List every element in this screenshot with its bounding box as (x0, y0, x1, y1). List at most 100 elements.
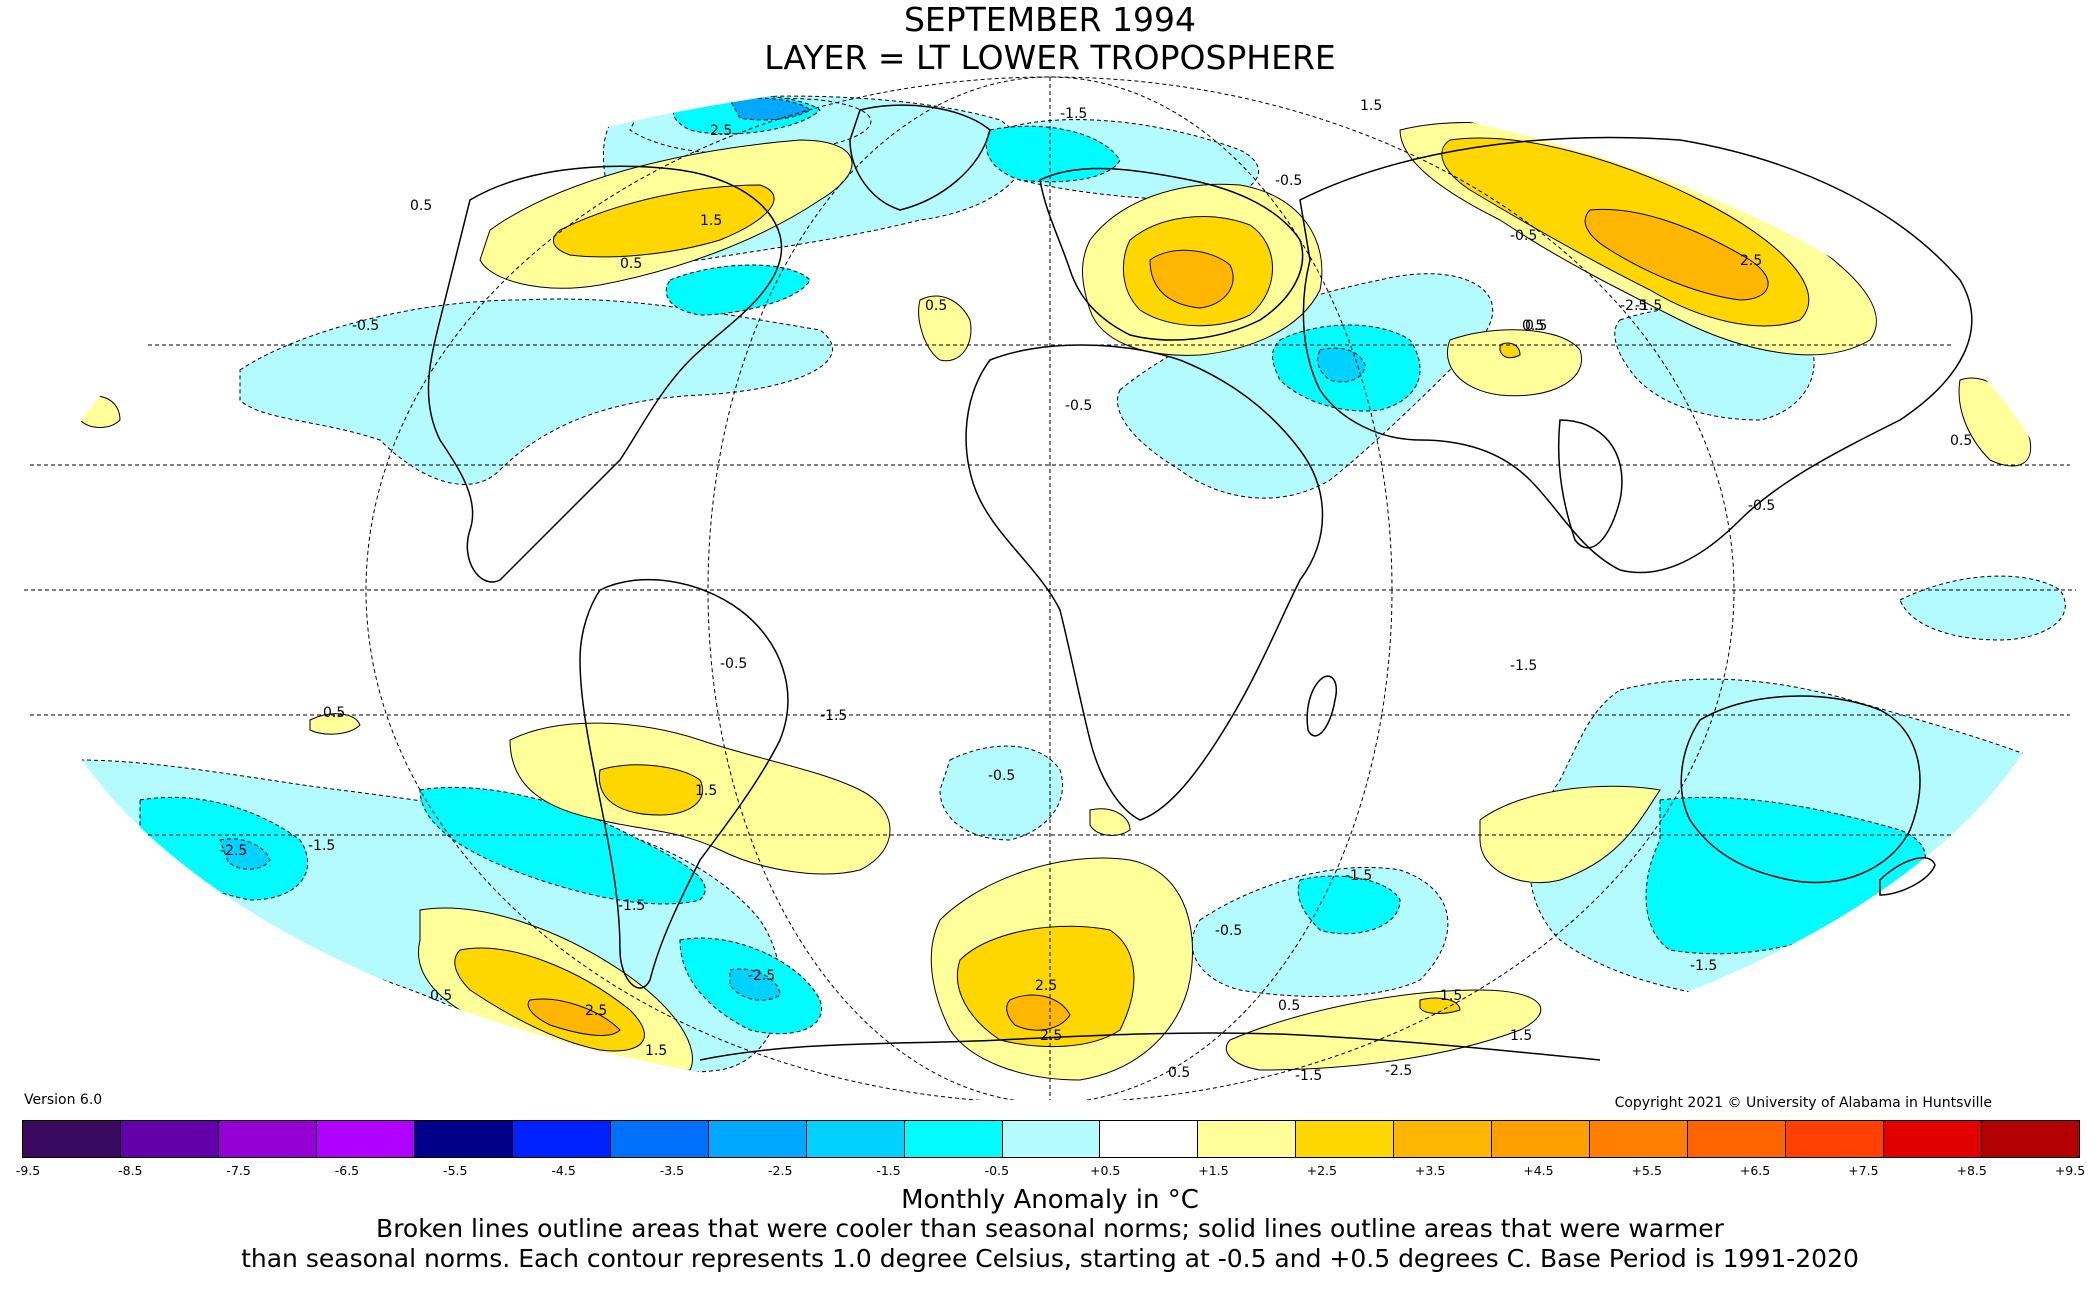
world-anomaly-map: 0.5 -0.5 1.5 -1.5 2.5 -2.5 0.5 -0.5 1.5 … (24, 76, 2076, 1100)
warm2-tibet (1499, 342, 1521, 359)
contour-label: 2.5 (585, 1003, 607, 1019)
cool-region-pacific-east (1899, 575, 2066, 641)
colorbar-tick-label: +6.5 (1739, 1163, 1771, 1178)
colorbar-tick-label: -9.5 (15, 1163, 41, 1178)
colorbar-tick-label: -0.5 (984, 1163, 1010, 1178)
colorbar-swatch (708, 1121, 807, 1157)
contour-label: -0.5 (1215, 923, 1242, 939)
contour-label: 0.5 (1278, 998, 1300, 1014)
warm2-north-pacific (552, 184, 775, 258)
contour-label: 1.5 (1510, 1028, 1532, 1044)
contour-label: -2.5 (1385, 1063, 1412, 1079)
contour-label: 0.5 (1950, 433, 1972, 449)
contour-label: 1.5 (700, 213, 722, 229)
colorbar-tick-label: +0.5 (1089, 1163, 1121, 1178)
contour-label: -1.5 (308, 838, 335, 854)
contour-label: -1.5 (1295, 1068, 1322, 1084)
contour-label: -0.5 (720, 656, 747, 672)
colorbar-swatch (218, 1121, 317, 1157)
coast-new-zealand (1879, 857, 1936, 896)
colorbar-swatch (120, 1121, 219, 1157)
contour-label: -0.5 (1275, 173, 1302, 189)
cool-region-south-atlantic (939, 745, 1064, 841)
colorbar-tick-label: -6.5 (334, 1163, 360, 1178)
colorbar-swatch (1786, 1121, 1885, 1157)
warm-region-atlantic-small (918, 295, 972, 362)
colorbar-swatch (1688, 1121, 1787, 1157)
colorbar-swatch (23, 1121, 121, 1157)
colorbar-swatch (610, 1121, 709, 1157)
colorbar-tick-label: +8.5 (1956, 1163, 1987, 1178)
coastlines (427, 104, 1973, 1061)
colorbar-unit-label: Monthly Anomaly in °C (901, 1185, 1199, 1215)
contour-label: -1.5 (820, 708, 847, 724)
warm3-siberia (1584, 208, 1769, 301)
contour-label: -1.5 (1345, 868, 1372, 884)
contour-label: 2.5 (1035, 978, 1057, 994)
contour-label: -2.5 (1620, 298, 1647, 314)
map-title: SEPTEMBER 1994 (903, 0, 1197, 39)
colorbar-swatch (1884, 1121, 1983, 1157)
colorbar-swatch (1002, 1121, 1101, 1157)
colorbar-tick-label: -3.5 (659, 1163, 685, 1178)
footnote-line-2: than seasonal norms. Each contour repres… (241, 1244, 1859, 1273)
contour-label: 2.5 (1740, 253, 1762, 269)
contour-label: -0.5 (1748, 498, 1775, 514)
cool3-chile-core (729, 968, 781, 1001)
contour-label: 0.5 (620, 256, 642, 272)
colorbar-tick-label: +5.5 (1631, 1163, 1662, 1178)
version-label: Version 6.0 (24, 1092, 103, 1108)
contour-label: -0.5 (352, 318, 379, 334)
colorbar-tick-label: -2.5 (768, 1163, 793, 1178)
cool2-north-atlantic (985, 125, 1121, 183)
colorbar-ticks: -9.5 -8.5 -7.5 -6.5 -5.5 -4.5 -3.5 -2.5 -1.5 -0.5… (16, 1163, 2085, 1181)
contour-labels: 0.5 -0.5 1.5 -1.5 2.5 -2.5 0.5 -0.5 1.5 … (220, 98, 1972, 1084)
contour-label: 0.5 (925, 298, 947, 314)
copyright-label: Copyright 2021 © University of Alabama i… (1614, 1095, 1992, 1111)
colorbar-swatch (1982, 1121, 2080, 1157)
colorbar-swatch (1492, 1121, 1591, 1157)
cool3-south-pacific-core (219, 838, 271, 870)
colorbar-tick-label: -1.5 (876, 1163, 901, 1178)
coast-asia (1299, 136, 1973, 574)
colorbar-swatch (1296, 1121, 1395, 1157)
contour-label: 2.5 (710, 123, 732, 139)
colorbar-tick-label: -4.5 (551, 1163, 576, 1178)
colorbar-tick-label: +7.5 (1848, 1163, 1879, 1178)
contour-label: -1.5 (1690, 958, 1717, 974)
contour-label: 2.5 (1040, 1028, 1062, 1044)
contour-label: 0.5 (430, 988, 452, 1004)
coast-greenland (849, 104, 991, 211)
coast-north-america (427, 165, 783, 583)
contour-label: 0.5 (410, 198, 432, 214)
coast-africa (965, 344, 1324, 821)
contour-label: 0.5 (323, 705, 345, 721)
cool2-hudson (665, 264, 811, 316)
colorbar-tick-label: +1.5 (1198, 1163, 1229, 1178)
contour-label: -1.5 (618, 898, 645, 914)
contour-label: 1.5 (1360, 98, 1382, 114)
contour-label: 0.5 (1525, 318, 1547, 334)
cool3-middle-east-core (1317, 347, 1366, 383)
colorbar-swatch (1198, 1121, 1297, 1157)
warm2-antarctic-atlantic (956, 925, 1135, 1048)
warm-region-indian-south (1479, 785, 1661, 884)
contour-label: 0.5 (1168, 1065, 1190, 1081)
coast-antarctica (699, 1032, 1601, 1061)
contour-label: -1.5 (1060, 106, 1087, 122)
contour-label: -0.5 (1065, 398, 1092, 414)
footnote-line-1: Broken lines outline areas that were coo… (376, 1214, 1724, 1243)
coast-india (1557, 419, 1623, 549)
colorbar-swatch (1394, 1121, 1493, 1157)
colorbar-tick-label: -7.5 (226, 1163, 251, 1178)
coast-madagascar (1306, 675, 1337, 737)
contour-label: -1.5 (1510, 658, 1537, 674)
contour-label: -0.5 (1510, 228, 1537, 244)
colorbar-swatch (904, 1121, 1003, 1157)
contour-label: 1.5 (695, 783, 717, 799)
colorbar-swatch (1100, 1121, 1199, 1157)
coast-australia (1680, 695, 1921, 884)
colorbar-swatch (316, 1121, 415, 1157)
warm-region-tibet (1447, 329, 1582, 397)
warm3-south-pacific (527, 998, 621, 1036)
